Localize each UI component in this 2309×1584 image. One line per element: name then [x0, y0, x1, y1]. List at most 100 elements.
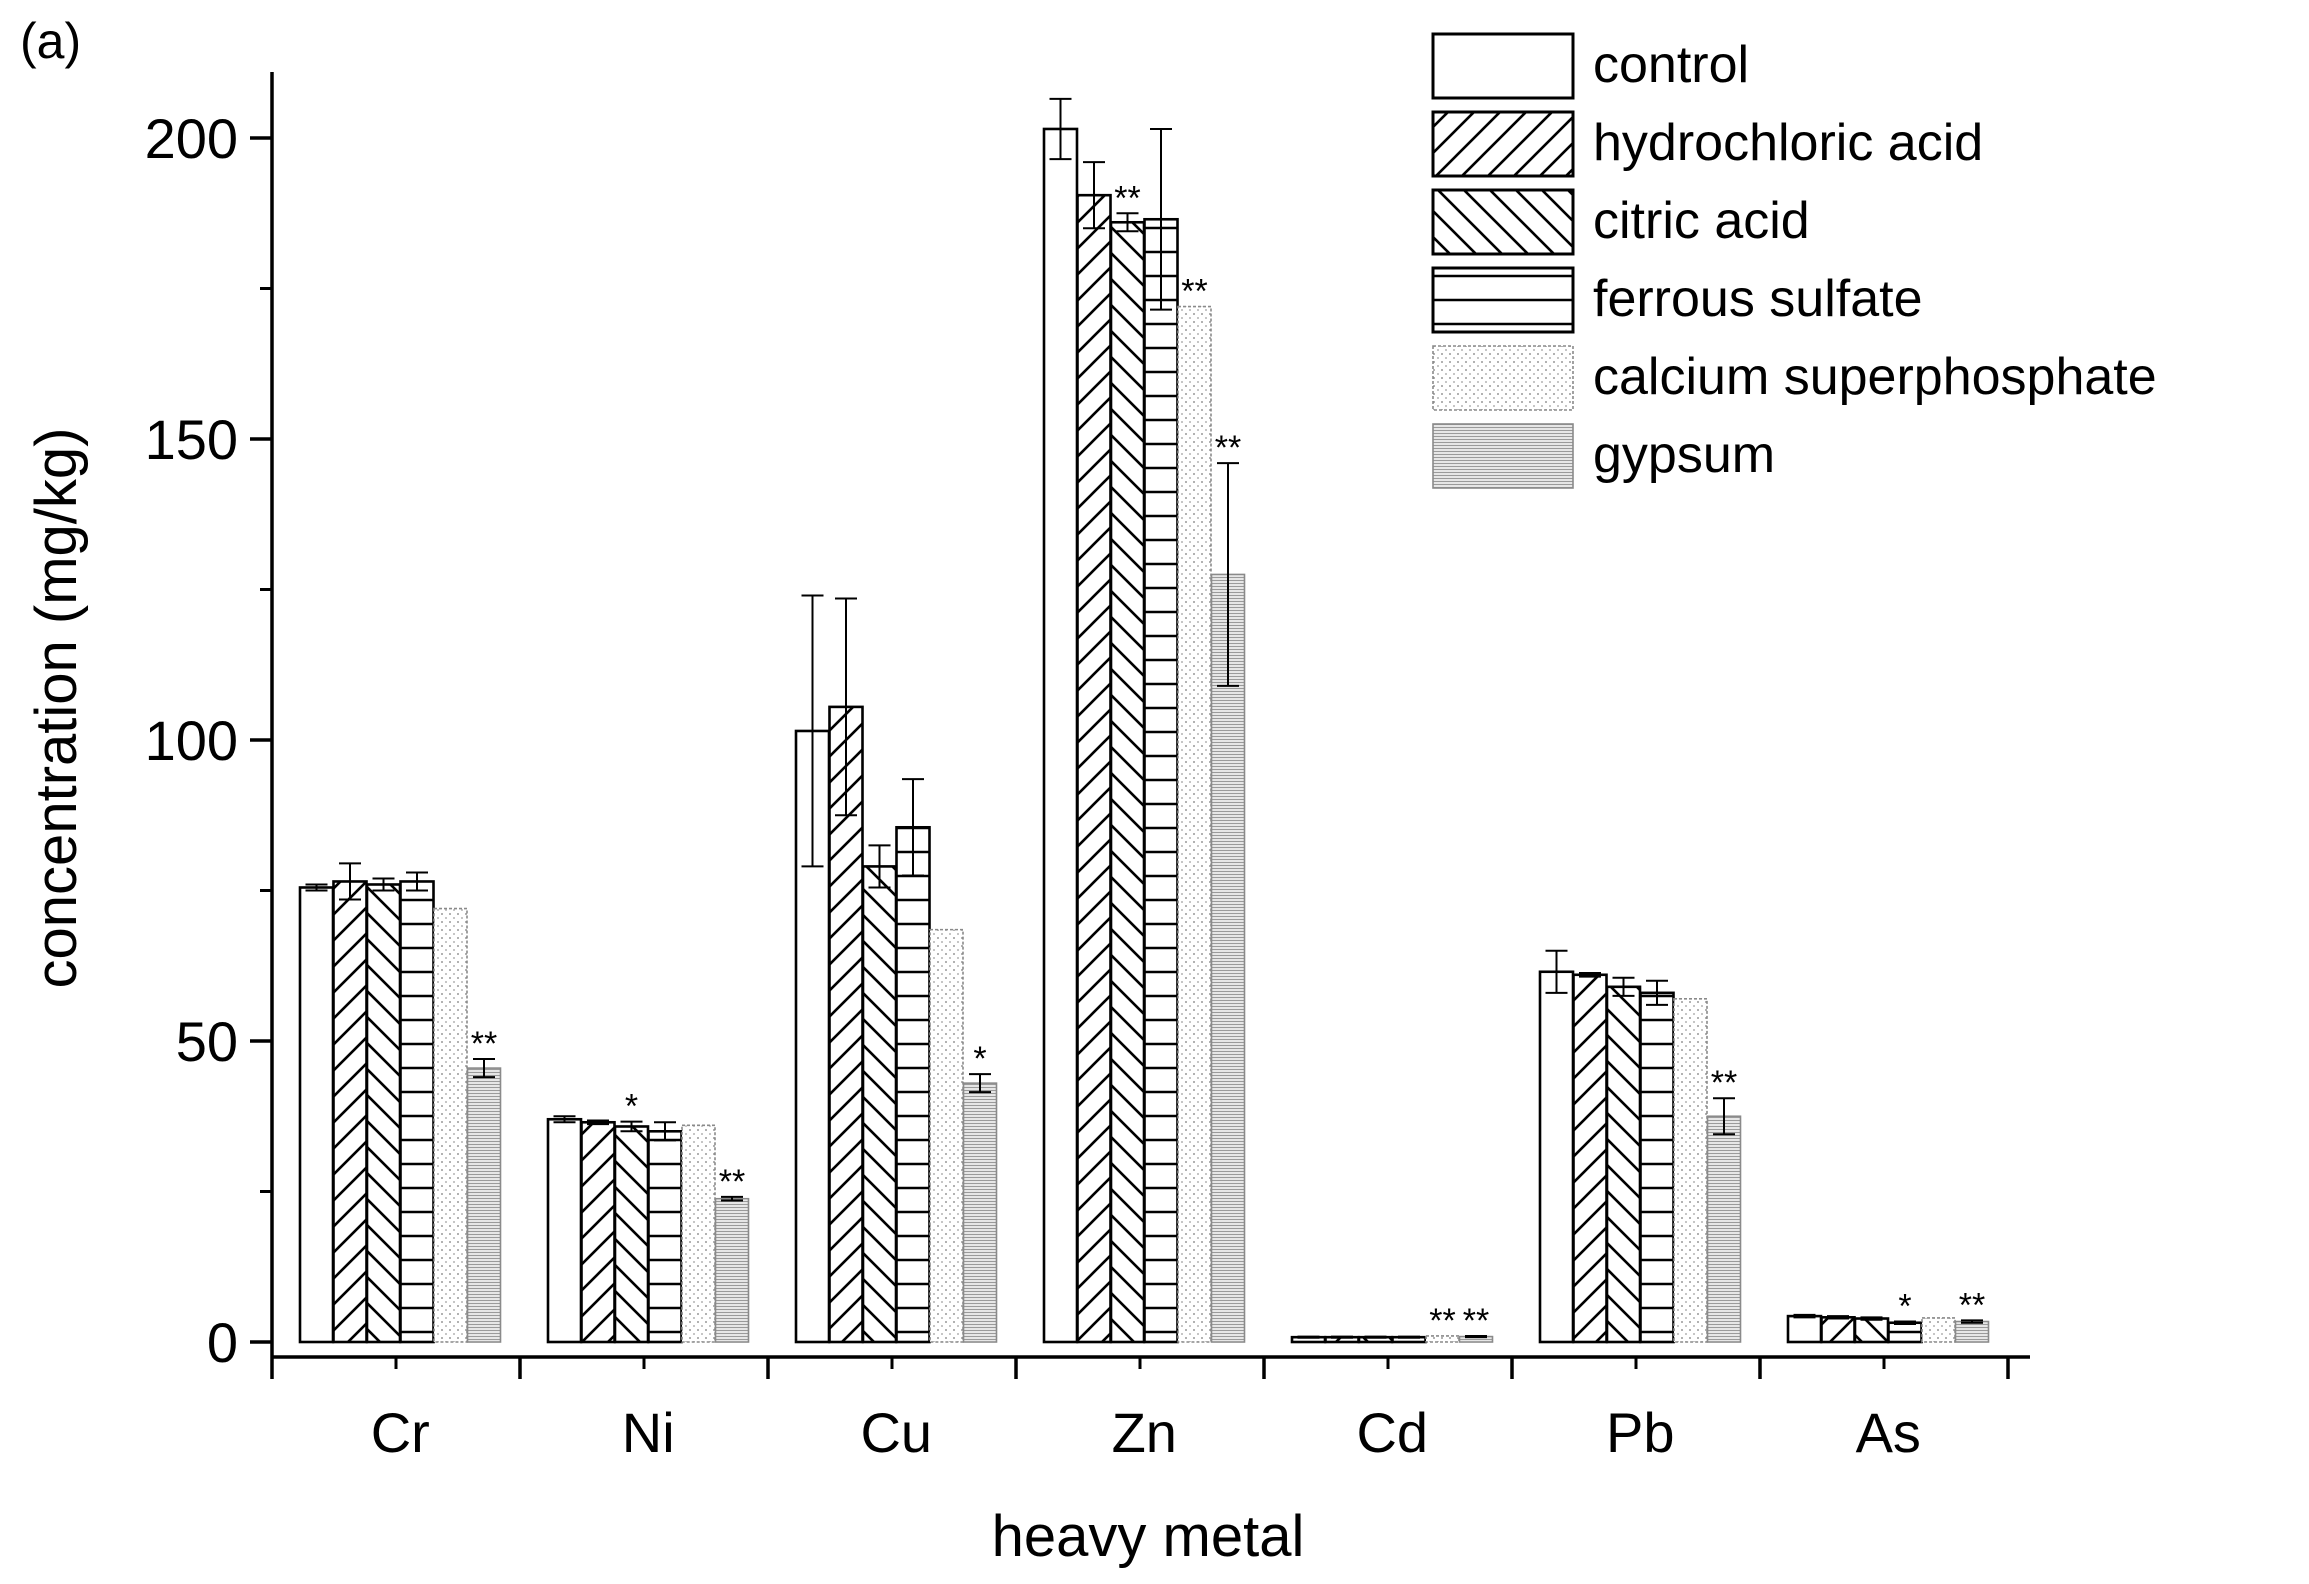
y-tick-label: 0	[207, 1311, 238, 1374]
error-bar	[1217, 462, 1239, 687]
significance-mark: *	[625, 1088, 638, 1126]
error-bar	[1579, 971, 1601, 978]
bar-cr-hydrochloric-acid	[332, 880, 368, 1344]
error-bar	[1961, 1319, 1983, 1324]
y-tick-label: 100	[145, 709, 238, 772]
panel-label: (a)	[20, 13, 81, 69]
x-tick-label-cr: Cr	[371, 1401, 430, 1464]
y-tick-label: 50	[176, 1010, 238, 1073]
error-bar	[1827, 1315, 1849, 1320]
bar-ni-control	[546, 1117, 583, 1344]
legend-label: calcium superphosphate	[1593, 348, 2157, 406]
x-tick-label-pb: Pb	[1606, 1401, 1675, 1464]
bar-zn-ferrous-sulfate	[1143, 217, 1179, 1344]
legend-label: gypsum	[1593, 426, 1775, 484]
x-tick-label-cd: Cd	[1356, 1401, 1428, 1464]
bar-cr-gypsum	[466, 1067, 502, 1343]
error-bar	[969, 1073, 991, 1094]
legend-item: citric acid	[1431, 188, 1810, 256]
error-bar	[1150, 127, 1172, 311]
error-bar	[1083, 161, 1105, 230]
error-bar	[305, 883, 328, 892]
bar-ni-calcium-superphosphate	[681, 1124, 716, 1343]
bar-cr-control	[298, 886, 335, 1344]
legend-swatch	[1431, 110, 1575, 178]
legend-item: hydrochloric acid	[1431, 110, 1983, 178]
bar-ni-citric-acid	[613, 1125, 650, 1344]
x-tick-label-ni: Ni	[622, 1401, 675, 1464]
error-bar	[801, 594, 824, 868]
bar-zn-gypsum	[1210, 573, 1246, 1343]
bar-zn-calcium-superphosphate	[1177, 305, 1212, 1343]
bar-ni-hydrochloric-acid	[580, 1120, 616, 1344]
legend-item: calcium superphosphate	[1432, 345, 2157, 411]
legend-swatch	[1432, 345, 1574, 411]
bar-cr-ferrous-sulfate	[399, 880, 435, 1344]
significance-mark: **	[1114, 179, 1140, 217]
bar-as-calcium-superphosphate	[1921, 1317, 1956, 1343]
error-bar	[406, 871, 428, 892]
error-bar	[902, 778, 924, 877]
bar-ni-gypsum	[714, 1197, 750, 1343]
error-bar	[587, 1119, 609, 1126]
error-bar	[339, 862, 361, 901]
error-bar	[1713, 1097, 1735, 1136]
error-bar	[1894, 1320, 1916, 1325]
legend-swatch	[1431, 266, 1575, 334]
error-bar	[1398, 1335, 1420, 1339]
error-bar	[1049, 97, 1072, 161]
legend-swatch	[1432, 423, 1574, 489]
bar-as-gypsum	[1954, 1320, 1990, 1343]
x-tick-label-zn: Zn	[1112, 1401, 1177, 1464]
x-axis-label: heavy metal	[992, 1504, 1305, 1569]
error-bar	[1297, 1335, 1320, 1339]
error-bar	[1331, 1335, 1353, 1339]
error-bar	[1612, 976, 1635, 997]
legend-label: hydrochloric acid	[1593, 114, 1983, 172]
significance-mark: **	[1463, 1302, 1489, 1340]
y-tick-label: 150	[145, 408, 238, 471]
error-bar	[868, 844, 891, 889]
bar-as-control	[1786, 1314, 1823, 1344]
bar-cu-citric-acid	[861, 865, 898, 1344]
legend-item: control	[1431, 32, 1749, 100]
x-tick-label-cu: Cu	[860, 1401, 932, 1464]
bar-zn-control	[1042, 127, 1079, 1344]
error-bar	[1545, 949, 1568, 994]
bar-zn-citric-acid	[1109, 220, 1146, 1344]
significance-mark: **	[1959, 1286, 1985, 1324]
bar-cu-gypsum	[962, 1082, 998, 1343]
legend-label: ferrous sulfate	[1593, 270, 1923, 328]
bars-layer: ************** ***** **	[298, 97, 1990, 1344]
significance-mark: **	[719, 1163, 745, 1201]
error-bar	[1465, 1334, 1487, 1339]
error-bar	[620, 1120, 643, 1133]
error-bar	[1364, 1335, 1387, 1339]
bar-pb-citric-acid	[1605, 985, 1642, 1344]
error-bar	[1646, 979, 1668, 1006]
bar-zn-hydrochloric-acid	[1076, 193, 1112, 1344]
bar-cr-citric-acid	[365, 883, 402, 1344]
y-axis-label: concentration (mg/kg)	[24, 428, 89, 989]
bar-cu-calcium-superphosphate	[929, 928, 964, 1343]
error-bar	[1793, 1313, 1816, 1319]
bar-cr-calcium-superphosphate	[433, 907, 468, 1343]
significance-mark: **	[1181, 273, 1207, 311]
bar-pb-control	[1538, 970, 1575, 1344]
error-bar	[473, 1058, 495, 1079]
error-bar	[835, 597, 857, 817]
error-bar	[721, 1195, 743, 1202]
significance-mark: *	[973, 1040, 986, 1078]
y-tick-label: 200	[145, 107, 238, 170]
significance-mark: **	[1429, 1302, 1455, 1340]
x-tick-label-as: As	[1856, 1401, 1921, 1464]
legend-swatch	[1431, 32, 1575, 100]
legend-label: citric acid	[1593, 192, 1810, 250]
bar-as-hydrochloric-acid	[1820, 1316, 1856, 1344]
bar-cu-ferrous-sulfate	[895, 825, 931, 1344]
significance-mark: **	[471, 1025, 497, 1063]
significance-mark: **	[1711, 1064, 1737, 1102]
legend-label: control	[1593, 36, 1749, 94]
legend: control hydrochloric acid citric acid ferro…	[1431, 32, 2157, 489]
